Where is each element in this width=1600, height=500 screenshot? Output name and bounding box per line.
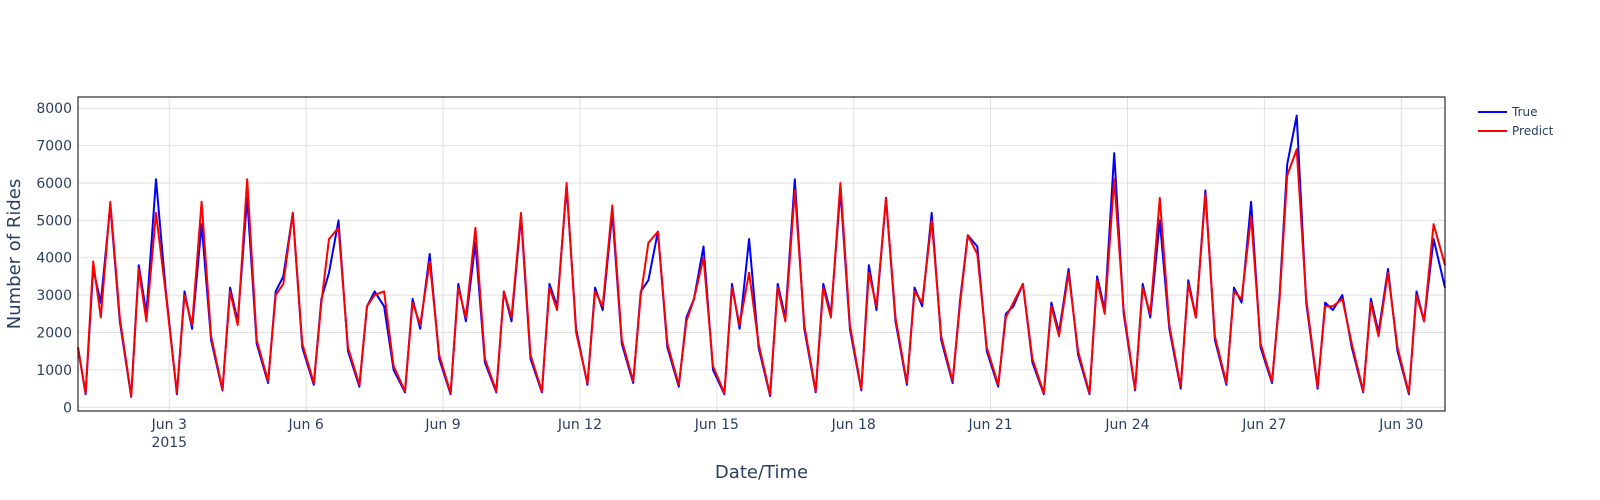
plot-area-frame xyxy=(77,96,1446,412)
legend-label: Predict xyxy=(1512,124,1554,138)
y-tick-label: 5000 xyxy=(36,213,72,229)
y-tick-label: 6000 xyxy=(36,176,72,192)
y-tick-label: 3000 xyxy=(36,288,72,304)
y-axis-title: Number of Rides xyxy=(4,179,25,330)
y-tick-label: 7000 xyxy=(36,139,72,155)
x-tick-label: Jun 15 xyxy=(694,417,739,433)
x-tick-label: Jun 9 xyxy=(424,417,460,433)
x-axis-ticks: Jun 3 2015 Jun 6 Jun 9 Jun 12 Jun 15 Jun 18 Jun… xyxy=(151,417,1424,451)
y-tick-label: 4000 xyxy=(36,251,72,267)
x-tick-label: Jun 27 xyxy=(1241,417,1286,433)
x-tick-label: Jun 24 xyxy=(1104,417,1149,433)
x-tick-label: Jun 18 xyxy=(831,417,876,433)
series-line-predict xyxy=(77,148,1446,397)
y-axis-ticks: 0 1000 2000 3000 4000 5000 6000 7000 8000 xyxy=(36,101,72,416)
x-tick-label: Jun 30 xyxy=(1378,417,1423,433)
legend-item-predict[interactable]: Predict xyxy=(1478,124,1554,138)
y-tick-label: 1000 xyxy=(36,363,72,379)
x-axis-title: Date/Time xyxy=(715,462,808,483)
x-tick-label: Jun 12 xyxy=(557,417,602,433)
y-tick-label: 8000 xyxy=(36,101,72,117)
legend[interactable]: True Predict xyxy=(1478,105,1554,138)
x-tick-sublabel: 2015 xyxy=(151,435,187,451)
x-tick-label: Jun 3 xyxy=(151,417,187,433)
series-lines xyxy=(77,114,1446,398)
y-tick-label: 2000 xyxy=(36,326,72,342)
x-tick-label: Jun 21 xyxy=(968,417,1013,433)
legend-item-true[interactable]: True xyxy=(1478,105,1538,119)
y-tick-label: 0 xyxy=(63,400,72,416)
x-tick-label: Jun 6 xyxy=(288,417,324,433)
legend-label: True xyxy=(1511,105,1538,119)
